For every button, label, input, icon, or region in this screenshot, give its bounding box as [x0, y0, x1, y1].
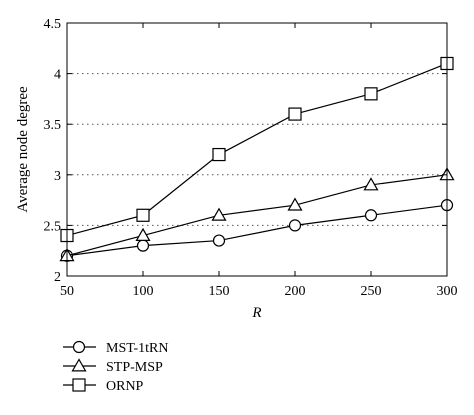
series-layer	[59, 56, 455, 262]
grid-lines	[67, 73, 447, 226]
series-mst-1trn	[60, 199, 454, 262]
tick-marks	[66, 22, 448, 277]
square-marker	[72, 378, 86, 392]
circle-marker	[136, 239, 150, 252]
x-axis-label: R	[251, 305, 261, 321]
y-tick-label: 2.5	[44, 219, 62, 234]
x-tick-label: 100	[133, 284, 154, 299]
legend-item: MST-1tRN	[63, 340, 169, 356]
triangle-marker	[135, 227, 151, 241]
series-line	[66, 62, 448, 237]
legend-item: ORNP	[63, 378, 144, 394]
x-tick-label: 200	[285, 284, 306, 299]
x-tick-label: 50	[60, 284, 74, 299]
series-line	[66, 204, 448, 257]
y-tick-label: 3	[54, 169, 61, 184]
square-marker	[136, 208, 150, 222]
plot-frame	[66, 22, 448, 277]
square-marker	[364, 87, 378, 101]
y-tick-label: 4.5	[44, 17, 62, 32]
square-marker	[288, 107, 302, 121]
triangle-marker	[211, 207, 227, 221]
legend: MST-1tRN STP-MSP ORNP	[63, 340, 169, 394]
circle-marker	[212, 234, 226, 247]
legend-label: ORNP	[106, 379, 144, 394]
circle-marker	[72, 340, 86, 354]
triangle-marker	[287, 197, 303, 211]
triangle-marker	[363, 177, 379, 191]
y-tick-label: 4	[54, 68, 61, 83]
circle-marker	[364, 209, 378, 222]
y-tick-label: 3.5	[44, 118, 62, 133]
x-tick-label: 250	[361, 284, 382, 299]
legend-label: STP-MSP	[106, 360, 163, 375]
legend-item: STP-MSP	[63, 358, 163, 375]
circle-marker	[288, 219, 302, 232]
y-axis-label: Average node degree	[15, 86, 31, 213]
y-tick-label: 2	[54, 270, 61, 285]
triangle-marker	[71, 358, 87, 372]
series-ornp	[60, 56, 454, 243]
x-tick-label: 300	[437, 284, 458, 299]
x-tick-label: 150	[209, 284, 230, 299]
tick-labels: 2 2.5 3 3.5 4 4.5 50 100 150 200 250 300	[44, 17, 458, 299]
series-line	[66, 174, 448, 257]
square-marker	[212, 147, 226, 162]
legend-label: MST-1tRN	[106, 341, 169, 356]
series-stp-msp	[59, 167, 455, 262]
